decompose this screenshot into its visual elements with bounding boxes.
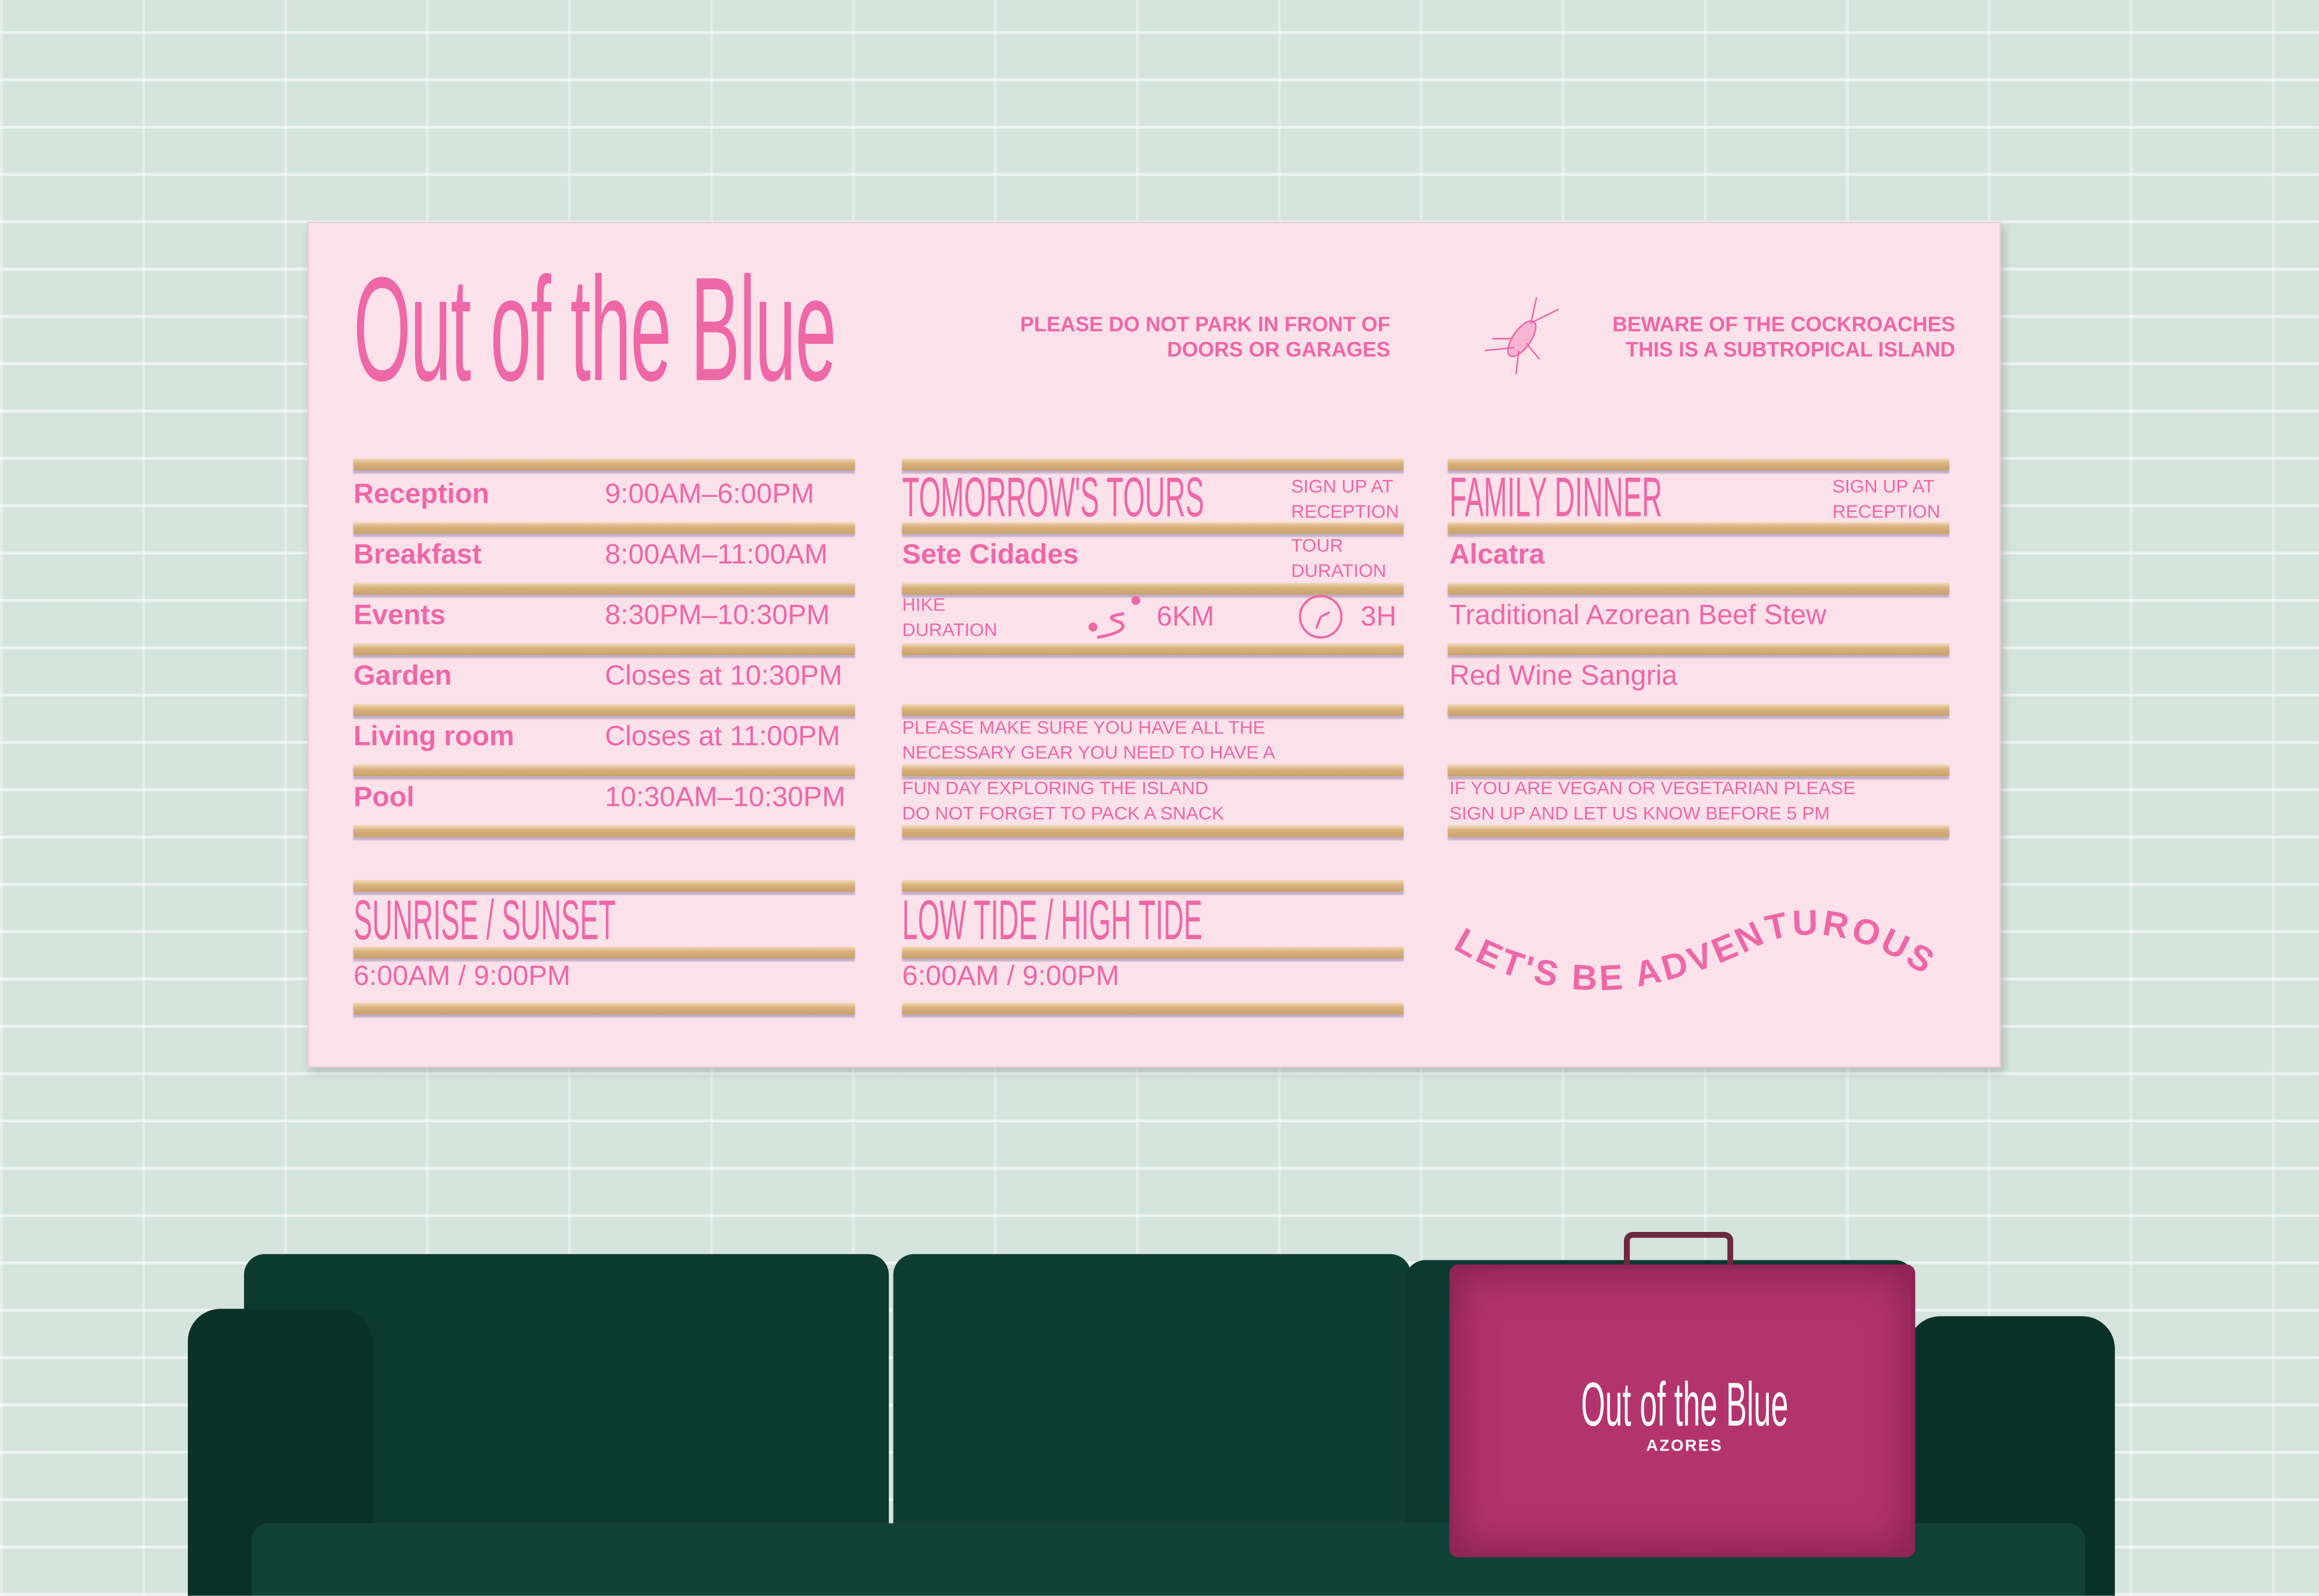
- hours-value: Closes at 10:30PM: [605, 661, 842, 692]
- tour-note: PLEASE MAKE SURE YOU HAVE ALL THE NECESSA…: [902, 717, 1275, 764]
- suitcase-brand: Out of the Blue: [1580, 1369, 1789, 1439]
- shelf: [1448, 583, 1950, 595]
- hike-distance: 6KM: [1156, 602, 1215, 633]
- shelf: [1448, 458, 1950, 471]
- tide-times: 6:00AM / 9:00PM: [902, 961, 1119, 992]
- suitcase-handle: [1623, 1231, 1733, 1265]
- shelf: [902, 764, 1404, 777]
- svg-text:LET'S BE ADVENTUROUS: LET'S BE ADVENTUROUS: [1449, 904, 1944, 998]
- hours-label: Reception: [353, 479, 490, 511]
- shelf: [353, 946, 855, 959]
- shelf: [902, 1002, 1404, 1015]
- dinner-item: Red Wine Sangria: [1449, 661, 1678, 692]
- shelf: [353, 643, 855, 656]
- hours-value: 8:00AM–11:00AM: [605, 540, 828, 571]
- shelf: [1448, 764, 1950, 777]
- notice-line: PLEASE DO NOT PARK IN FRONT OF: [1020, 312, 1390, 336]
- sun-times: 6:00AM / 9:00PM: [353, 961, 571, 992]
- tour-name: Sete Cidades: [902, 540, 1079, 571]
- shelf: [1448, 825, 1950, 837]
- shelf: [353, 704, 855, 716]
- tour-duration-label: TOUR DURATION: [1291, 535, 1387, 581]
- sun-heading: SUNRISE / SUNSET: [353, 890, 616, 952]
- cockroach-notice: BEWARE OF THE COCKROACHES THIS IS A SUBT…: [1612, 312, 1955, 362]
- shelf: [1448, 522, 1950, 534]
- hours-value: 9:00AM–6:00PM: [605, 479, 815, 511]
- hike-label: HIKE DURATION: [902, 594, 998, 641]
- tide-heading: LOW TIDE / HIGH TIDE: [902, 890, 1203, 952]
- hours-label: Pool: [353, 782, 415, 814]
- notice-line: THIS IS A SUBTROPICAL ISLAND: [1626, 337, 1955, 361]
- shelf: [353, 764, 855, 777]
- tour-note-2: FUN DAY EXPLORING THE ISLAND DO NOT FORGE…: [902, 777, 1224, 824]
- dinner-heading: FAMILY DINNER: [1449, 467, 1663, 530]
- dinner-item: Alcatra: [1449, 540, 1545, 571]
- shelf: [353, 583, 855, 595]
- shelf: [902, 825, 1404, 837]
- shelf: [902, 946, 1404, 959]
- hours-label: Breakfast: [353, 540, 482, 571]
- shelf: [902, 704, 1404, 716]
- hours-label: Living room: [353, 721, 515, 753]
- shelf: [1448, 643, 1950, 656]
- tours-signup: SIGN UP AT RECEPTION: [1291, 476, 1400, 522]
- shelf: [902, 458, 1404, 471]
- shelf: [902, 643, 1404, 656]
- hours-label: Events: [353, 600, 446, 632]
- dinner-item: Traditional Azorean Beef Stew: [1449, 600, 1827, 632]
- parking-notice: PLEASE DO NOT PARK IN FRONT OF DOORS OR …: [1020, 312, 1390, 362]
- suitcase: Out of the Blue AZORES: [1449, 1264, 1915, 1558]
- slogan: LET'S BE ADVENTUROUS: [1449, 904, 1944, 998]
- shelf: [902, 583, 1404, 595]
- clock-icon: [1299, 595, 1343, 639]
- hours-label: Garden: [353, 661, 452, 692]
- board-title: Out of the Blue: [353, 247, 837, 413]
- hours-value: 10:30AM–10:30PM: [605, 782, 846, 814]
- shelf: [1448, 704, 1950, 716]
- dinner-note: IF YOU ARE VEGAN OR VEGETARIAN PLEASE SIG…: [1449, 777, 1856, 824]
- shelf: [353, 1002, 855, 1015]
- shelf: [902, 522, 1404, 534]
- shelf: [353, 825, 855, 837]
- shelf: [902, 879, 1404, 892]
- notice-line: BEWARE OF THE COCKROACHES: [1612, 312, 1955, 336]
- tours-heading: TOMORROW'S TOURS: [902, 467, 1205, 530]
- hours-value: 8:30PM–10:30PM: [605, 600, 830, 632]
- hours-value: Closes at 11:00PM: [605, 721, 841, 753]
- notice-line: DOORS OR GARAGES: [1166, 337, 1390, 361]
- suitcase-sub: AZORES: [1646, 1437, 1723, 1456]
- shelf: [353, 522, 855, 534]
- cockroach-icon: [1485, 297, 1560, 375]
- info-board: Out of the Blue PLEASE DO NOT PARK IN FR…: [307, 221, 2001, 1068]
- dinner-signup: SIGN UP AT RECEPTION: [1832, 476, 1940, 522]
- route-icon: [1088, 596, 1140, 639]
- shelf: [353, 879, 855, 892]
- shelf: [353, 458, 855, 471]
- slogan-text: LET'S BE ADVENTUROUS: [1449, 904, 1940, 998]
- hike-duration: 3H: [1360, 602, 1397, 633]
